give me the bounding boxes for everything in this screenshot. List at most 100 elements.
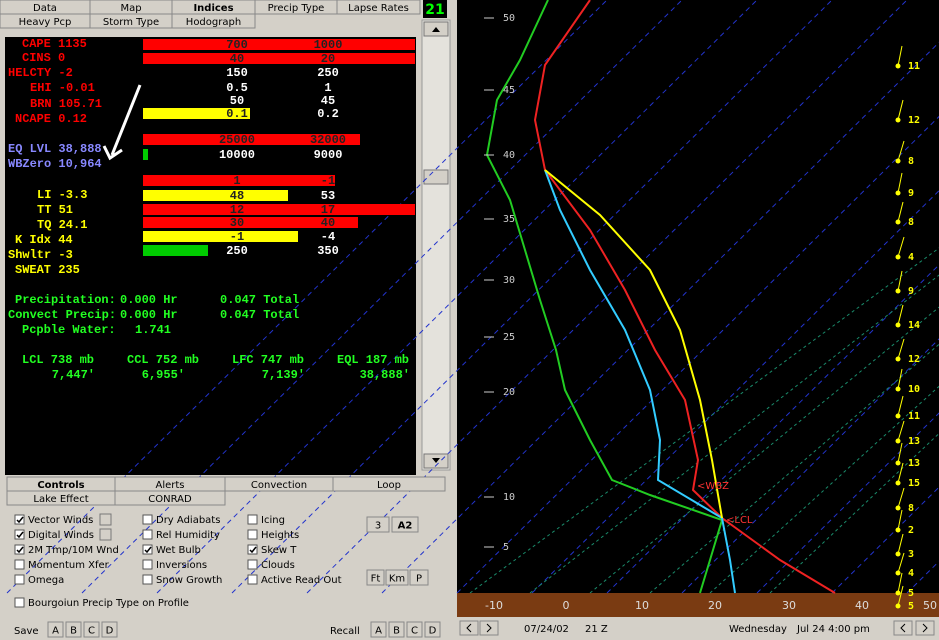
height-label: 40 — [503, 150, 515, 161]
checkbox[interactable] — [247, 514, 258, 525]
scale-button[interactable] — [366, 516, 390, 533]
scale-button[interactable] — [366, 569, 385, 586]
scale-button[interactable] — [385, 569, 409, 586]
threshold-value: 32000 — [310, 133, 346, 147]
small-box[interactable] — [99, 513, 112, 526]
index-label: SWEAT 235 — [15, 263, 80, 277]
checkbox[interactable] — [247, 559, 258, 570]
precip-text: 0.047 Total — [220, 308, 299, 322]
checkbox[interactable] — [142, 544, 153, 555]
nav-button[interactable] — [479, 620, 499, 636]
scale-button-label: P — [416, 574, 422, 585]
checkbox[interactable] — [142, 529, 153, 540]
check-mark — [16, 531, 24, 539]
level-name: LCL 738 mb — [22, 353, 94, 367]
wind-speed: 12 — [908, 115, 920, 126]
precip-text: Precipitation: — [15, 293, 116, 307]
checkbox[interactable] — [247, 544, 258, 555]
level-height: 38,888' — [360, 368, 410, 382]
index-label: CINS 0 — [22, 51, 65, 65]
checkbox[interactable] — [142, 559, 153, 570]
save-slot[interactable] — [65, 621, 82, 638]
checkbox[interactable] — [142, 574, 153, 585]
mixing-line — [769, 432, 939, 594]
checkbox[interactable] — [14, 574, 25, 585]
scrollbar[interactable] — [421, 19, 451, 471]
scale-button[interactable] — [409, 569, 429, 586]
recall-slot[interactable] — [370, 621, 387, 638]
threshold-value: 53 — [321, 189, 335, 203]
threshold-bar — [143, 204, 415, 215]
recall-label: Recall — [330, 626, 360, 637]
wind-speed: 8 — [908, 156, 914, 167]
wind-barb — [897, 462, 904, 484]
recall-slot[interactable] — [406, 621, 423, 638]
checkbox[interactable] — [14, 529, 25, 540]
top-tab[interactable] — [336, 0, 421, 15]
isotherm — [306, 0, 908, 594]
index-label: TQ 24.1 — [37, 218, 87, 232]
wind-barb — [897, 172, 903, 194]
temp-label: 30 — [782, 599, 796, 612]
save-slot-label: C — [88, 626, 95, 637]
checkbox[interactable] — [14, 597, 25, 608]
checkbox[interactable] — [14, 514, 25, 525]
wind-barb — [897, 487, 905, 509]
top-tab-label: Storm Type — [103, 17, 159, 28]
bottom-tab-label: CONRAD — [148, 494, 192, 505]
top-tab[interactable] — [171, 13, 256, 29]
checkbox[interactable] — [14, 544, 25, 555]
threshold-value: 0.2 — [317, 107, 339, 121]
threshold-value: 30 — [230, 216, 244, 230]
option-label: Clouds — [261, 560, 295, 571]
wind-barb — [897, 533, 904, 555]
wind-speed: 11 — [908, 411, 920, 422]
recall-slot[interactable] — [388, 621, 405, 638]
threshold-value: 700 — [226, 38, 248, 52]
annotation-arrow — [102, 84, 142, 161]
nav-button[interactable] — [893, 620, 913, 636]
precip-text: 0.000 Hr — [120, 293, 178, 307]
option-label: Snow Growth — [156, 575, 222, 586]
checkbox[interactable] — [14, 559, 25, 570]
option-label: Heights — [261, 530, 299, 541]
top-tab-label: Lapse Rates — [348, 3, 409, 14]
dewpoint-curve — [485, 0, 724, 594]
temp-label: 20 — [708, 599, 722, 612]
threshold-value: 1 — [233, 174, 240, 188]
wind-barb — [897, 368, 903, 390]
small-box[interactable] — [99, 528, 112, 541]
checkbox[interactable] — [142, 514, 153, 525]
nav-button[interactable] — [915, 620, 935, 636]
nav-button[interactable] — [459, 620, 479, 636]
save-slot-label: B — [70, 626, 77, 637]
wind-speed: 14 — [908, 320, 920, 331]
wind-speed: 5 — [908, 601, 914, 612]
wind-barb — [897, 420, 905, 442]
save-slot[interactable] — [47, 621, 64, 638]
parcel-curve — [544, 169, 723, 519]
scale-button[interactable] — [391, 516, 419, 533]
scale-button-label: A2 — [398, 521, 413, 532]
bottom-tab[interactable] — [332, 476, 446, 492]
recall-slot[interactable] — [424, 621, 441, 638]
option-label: Digital Winds — [28, 530, 94, 541]
threshold-bar — [143, 39, 415, 50]
height-label: 20 — [503, 387, 515, 398]
checkbox[interactable] — [247, 529, 258, 540]
top-tab-label: Hodograph — [186, 17, 241, 28]
save-slot[interactable] — [83, 621, 100, 638]
recall-slot-label: C — [411, 626, 418, 637]
bottom-tab[interactable] — [114, 490, 226, 506]
wind-speed: 11 — [908, 61, 920, 72]
check-mark — [144, 546, 152, 554]
threshold-value: 20 — [321, 52, 335, 66]
threshold-value: 12 — [230, 203, 244, 217]
threshold-bar — [143, 190, 288, 201]
wind-barb — [897, 395, 904, 417]
scroll-thumb[interactable] — [423, 169, 449, 185]
option-label: Skew T — [261, 545, 297, 556]
save-slot[interactable] — [101, 621, 118, 638]
checkbox[interactable] — [247, 574, 258, 585]
index-label: TT 51 — [37, 203, 73, 217]
